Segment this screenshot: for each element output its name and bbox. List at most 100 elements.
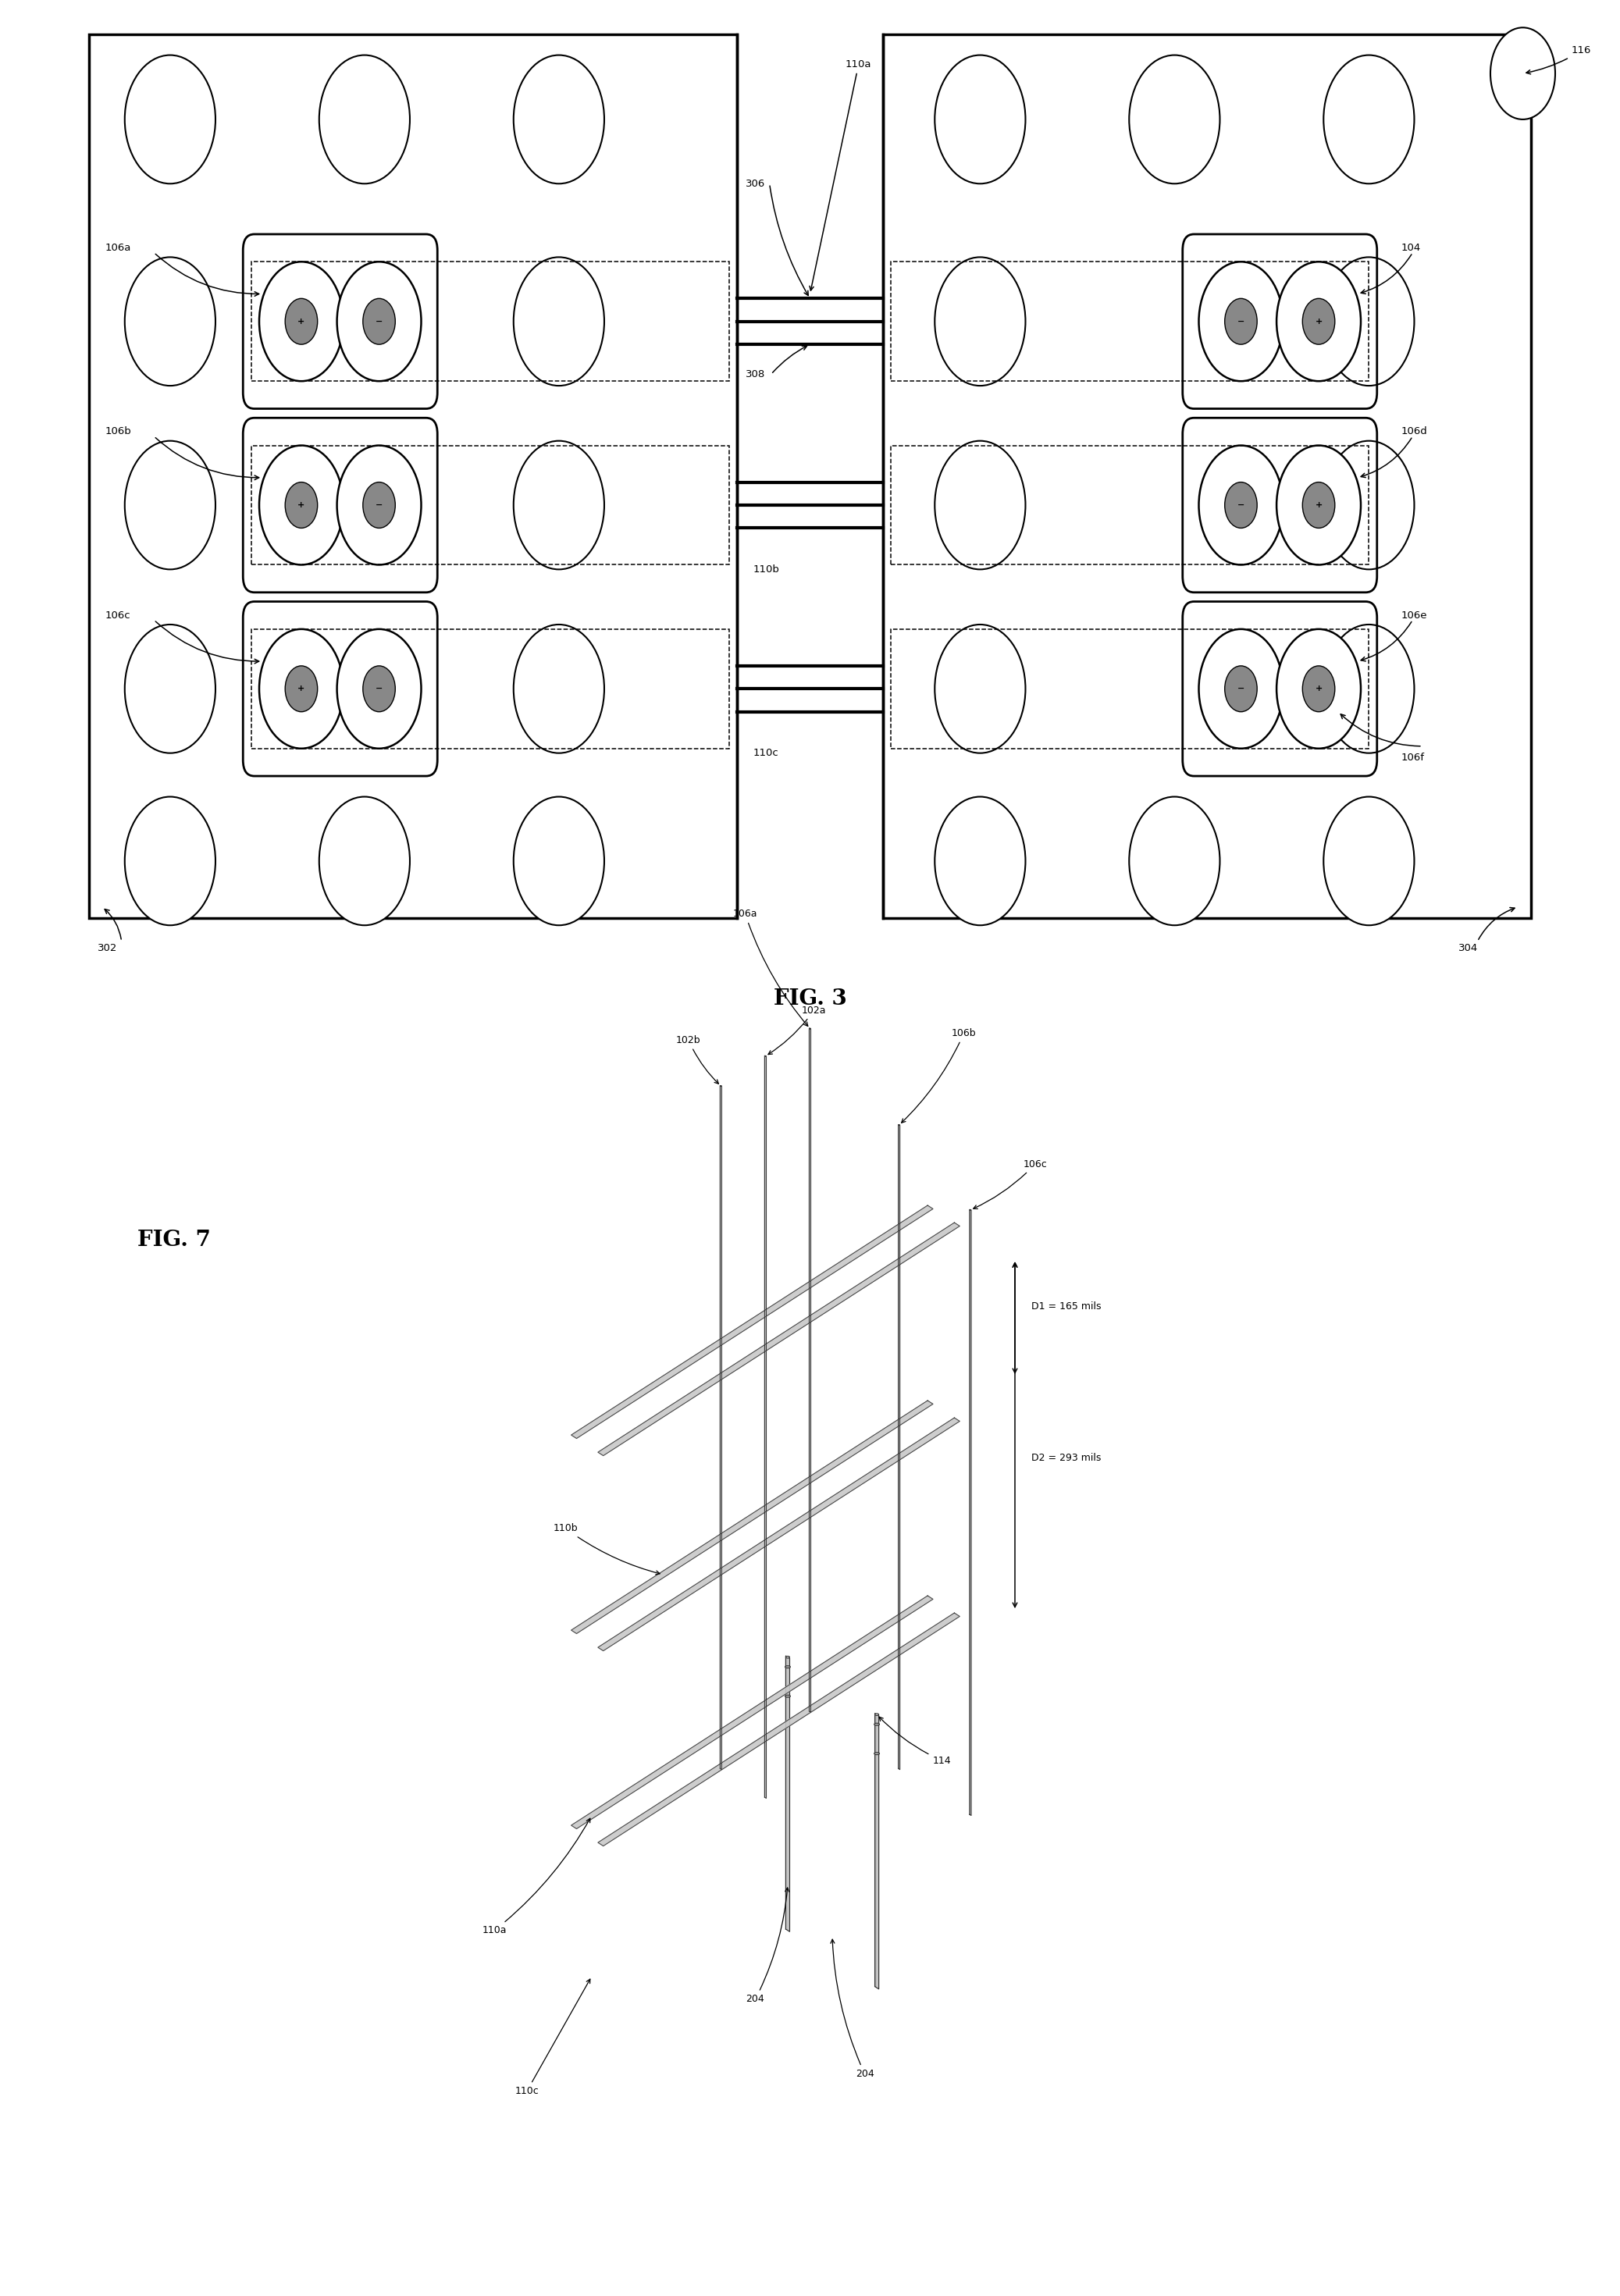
- Polygon shape: [875, 1713, 878, 1988]
- Circle shape: [1277, 629, 1361, 748]
- Circle shape: [285, 482, 318, 528]
- Text: −: −: [376, 684, 382, 693]
- Circle shape: [259, 445, 343, 565]
- Text: −: −: [376, 317, 382, 326]
- Circle shape: [363, 298, 395, 344]
- Text: 104: 104: [1401, 243, 1421, 253]
- Text: 106b: 106b: [901, 1029, 977, 1123]
- Circle shape: [337, 445, 421, 565]
- Text: +: +: [298, 501, 305, 510]
- Text: 204: 204: [831, 1940, 873, 2078]
- Bar: [251, 262, 729, 381]
- Text: 306: 306: [745, 179, 765, 188]
- Text: 308: 308: [745, 370, 765, 379]
- Bar: [883, 34, 1531, 918]
- Polygon shape: [786, 1655, 789, 1931]
- Circle shape: [1302, 298, 1335, 344]
- Circle shape: [1129, 797, 1220, 925]
- Text: +: +: [1315, 317, 1322, 326]
- Text: FIG. 3: FIG. 3: [773, 987, 847, 1010]
- Text: 110c: 110c: [515, 1979, 590, 2096]
- Circle shape: [1199, 629, 1283, 748]
- Circle shape: [514, 257, 604, 386]
- Text: 204: 204: [747, 1887, 789, 2004]
- Bar: [891, 629, 1369, 748]
- Text: 110a: 110a: [810, 60, 872, 292]
- Circle shape: [125, 797, 215, 925]
- Text: D2 = 293 mils: D2 = 293 mils: [1030, 1453, 1102, 1463]
- Text: 106b: 106b: [105, 427, 131, 436]
- Circle shape: [1324, 55, 1414, 184]
- Text: 106c: 106c: [974, 1159, 1047, 1208]
- Text: 110b: 110b: [554, 1525, 659, 1575]
- Circle shape: [514, 441, 604, 569]
- Text: 110c: 110c: [753, 748, 779, 758]
- Circle shape: [935, 625, 1025, 753]
- Circle shape: [1324, 797, 1414, 925]
- Circle shape: [319, 797, 410, 925]
- Text: 106f: 106f: [1401, 753, 1424, 762]
- Circle shape: [1277, 262, 1361, 381]
- Circle shape: [1225, 298, 1257, 344]
- Circle shape: [125, 441, 215, 569]
- Circle shape: [1324, 257, 1414, 386]
- Bar: [89, 34, 737, 918]
- Circle shape: [935, 55, 1025, 184]
- Text: FIG. 7: FIG. 7: [138, 1228, 211, 1251]
- Circle shape: [1302, 666, 1335, 712]
- Polygon shape: [572, 1205, 933, 1437]
- Circle shape: [935, 441, 1025, 569]
- Circle shape: [337, 262, 421, 381]
- Text: +: +: [1315, 684, 1322, 693]
- Circle shape: [337, 629, 421, 748]
- Circle shape: [514, 625, 604, 753]
- Text: 102b: 102b: [676, 1035, 719, 1084]
- Circle shape: [285, 298, 318, 344]
- Circle shape: [259, 629, 343, 748]
- Polygon shape: [572, 1596, 933, 1828]
- Text: 304: 304: [1458, 944, 1477, 953]
- Circle shape: [514, 55, 604, 184]
- Text: −: −: [1238, 317, 1244, 326]
- Text: 106e: 106e: [1401, 611, 1427, 620]
- Circle shape: [1324, 441, 1414, 569]
- Text: 302: 302: [97, 944, 117, 953]
- Text: 114: 114: [880, 1717, 951, 1766]
- Circle shape: [1302, 482, 1335, 528]
- Circle shape: [125, 625, 215, 753]
- Text: +: +: [1315, 501, 1322, 510]
- Circle shape: [1324, 625, 1414, 753]
- Circle shape: [1225, 666, 1257, 712]
- Circle shape: [125, 55, 215, 184]
- Text: 106a: 106a: [732, 909, 808, 1026]
- Circle shape: [1225, 482, 1257, 528]
- Circle shape: [1199, 262, 1283, 381]
- Text: −: −: [1238, 501, 1244, 510]
- Circle shape: [514, 797, 604, 925]
- Text: 106c: 106c: [105, 611, 131, 620]
- Text: 106d: 106d: [1401, 427, 1427, 436]
- Text: 102a: 102a: [768, 1006, 826, 1054]
- Text: +: +: [298, 684, 305, 693]
- Text: 106a: 106a: [105, 243, 131, 253]
- Text: 116: 116: [1526, 46, 1591, 73]
- Text: +: +: [298, 317, 305, 326]
- Bar: [891, 445, 1369, 565]
- Bar: [251, 629, 729, 748]
- Circle shape: [1490, 28, 1555, 119]
- Circle shape: [125, 257, 215, 386]
- Text: D1 = 165 mils: D1 = 165 mils: [1030, 1302, 1102, 1311]
- Text: 110b: 110b: [753, 565, 779, 574]
- Polygon shape: [572, 1401, 933, 1635]
- Polygon shape: [598, 1417, 959, 1651]
- Circle shape: [1199, 445, 1283, 565]
- Text: −: −: [1238, 684, 1244, 693]
- Circle shape: [285, 666, 318, 712]
- Circle shape: [935, 257, 1025, 386]
- Circle shape: [363, 482, 395, 528]
- Circle shape: [1277, 445, 1361, 565]
- Circle shape: [319, 55, 410, 184]
- Circle shape: [363, 666, 395, 712]
- Polygon shape: [598, 1221, 959, 1456]
- Bar: [891, 262, 1369, 381]
